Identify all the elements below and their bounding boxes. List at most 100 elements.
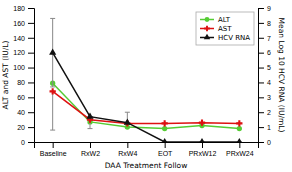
axis-line [259, 9, 265, 143]
y2-tick-label: 4 [267, 79, 271, 86]
x-tick-label: PRxW24 [226, 150, 254, 157]
y2-tick-mark [258, 23, 264, 24]
y-tick-label: 120 [13, 49, 25, 56]
y-tick-mark [28, 97, 34, 98]
y2-tick-label: 9 [267, 5, 271, 12]
y-tick-label: 80 [17, 79, 25, 86]
y-tick: 120 [13, 49, 34, 56]
y2-tick-label: 2 [267, 109, 271, 116]
series-line [53, 53, 240, 142]
y-tick-label: 100 [13, 64, 25, 71]
axis-line [35, 143, 259, 149]
y-tick: 20 [17, 124, 34, 131]
error-bar-cap [50, 86, 55, 87]
x-tick-mark [127, 142, 128, 148]
marks [49, 18, 243, 142]
series [49, 18, 243, 142]
x-tick-label: RxW2 [81, 150, 100, 157]
y-tick-mark [28, 38, 34, 39]
y-tick: 140 [13, 35, 34, 42]
y-tick-label: 20 [17, 124, 25, 131]
series-marker [236, 138, 243, 142]
legend-marker [204, 26, 210, 32]
plot: BaselineRxW2RxW4EOTPRxW12PRxW24020406080… [1, 5, 286, 170]
x-tick-label: PRxW12 [189, 150, 217, 157]
series-marker [124, 119, 131, 125]
y2-tick-label: 3 [267, 94, 271, 101]
legend-marker [204, 34, 210, 40]
legend-label: HCV RNA [218, 34, 250, 42]
y2-tick: 8 [258, 20, 271, 27]
y-tick: 160 [13, 20, 34, 27]
series-marker [199, 119, 205, 125]
y-tick-label: 0 [21, 139, 25, 146]
x-tick-label: Baseline [40, 150, 67, 157]
y2-tick-mark [258, 38, 264, 39]
y2-axis: 0123456789 [258, 5, 271, 146]
y2-tick: 2 [258, 109, 271, 116]
y-tick-mark [28, 8, 34, 9]
x-tick-label: RxW4 [118, 150, 137, 157]
x-tick-mark [239, 142, 240, 148]
y2-tick-mark [258, 53, 264, 54]
y-tick-label: 40 [17, 109, 25, 116]
y-tick-mark [28, 112, 34, 113]
x-axis-title: DAA Treatment Follow [105, 161, 188, 170]
y2-tick: 4 [258, 79, 271, 86]
legend-item: AST [200, 25, 232, 33]
error-bar [50, 91, 55, 130]
x-tick: PRxW12 [189, 142, 217, 157]
y-tick-label: 60 [17, 94, 25, 101]
y-axis-title: ALT and AST (IU/L) [1, 41, 10, 110]
legend: ALTASTHCV RNA [196, 12, 254, 45]
y-tick: 100 [13, 64, 34, 71]
series [50, 88, 243, 130]
y2-tick-mark [258, 97, 264, 98]
error-bar-cap [50, 130, 55, 131]
series-marker [161, 138, 168, 142]
y-tick: 40 [17, 109, 34, 116]
legend-frame [196, 12, 254, 45]
y2-tick-mark [258, 8, 264, 9]
y2-tick: 6 [258, 49, 271, 56]
y2-tick: 9 [258, 5, 271, 12]
y2-tick-label: 8 [267, 20, 271, 27]
y-tick-label: 180 [13, 5, 25, 12]
series-marker [86, 113, 93, 119]
y2-tick-mark [258, 82, 264, 83]
y2-tick-mark [258, 127, 264, 128]
y-tick: 0 [21, 139, 34, 146]
x-tick: RxW4 [118, 142, 137, 157]
y2-tick-label: 1 [267, 124, 271, 131]
error-bar-line [52, 91, 53, 130]
y2-tick: 1 [258, 124, 271, 131]
y-tick-mark [28, 127, 34, 128]
y-axis: 0 20 40 60 80 100 120 140 160 180 [13, 5, 34, 146]
series-line [53, 83, 240, 128]
y-tick-label: 160 [13, 20, 25, 27]
y-tick-mark [28, 68, 34, 69]
series-marker [198, 138, 205, 142]
x-tick: RxW2 [81, 142, 100, 157]
series-marker [236, 120, 242, 126]
series-marker [162, 120, 168, 126]
y-tick-mark [28, 142, 34, 143]
chart: BaselineRxW2RxW4EOTPRxW12PRxW24020406080… [0, 0, 292, 172]
legend-label: AST [218, 25, 232, 33]
x-tick: PRxW24 [226, 142, 254, 157]
x-tick-mark [202, 142, 203, 148]
x-tick-mark [165, 142, 166, 148]
x-tick-label: EOT [158, 150, 173, 157]
error-bar-cap [88, 128, 93, 129]
x-tick: EOT [158, 142, 173, 157]
y2-tick: 7 [258, 35, 271, 42]
error-bar-cap [125, 112, 130, 113]
y-tick: 60 [17, 94, 34, 101]
y2-tick-label: 6 [267, 49, 271, 56]
y2-tick-label: 7 [267, 35, 271, 42]
x-tick-mark [90, 142, 91, 148]
series-line [53, 91, 240, 123]
y-tick-mark [28, 23, 34, 24]
y-tick-mark [28, 82, 34, 83]
series-marker [162, 126, 167, 131]
